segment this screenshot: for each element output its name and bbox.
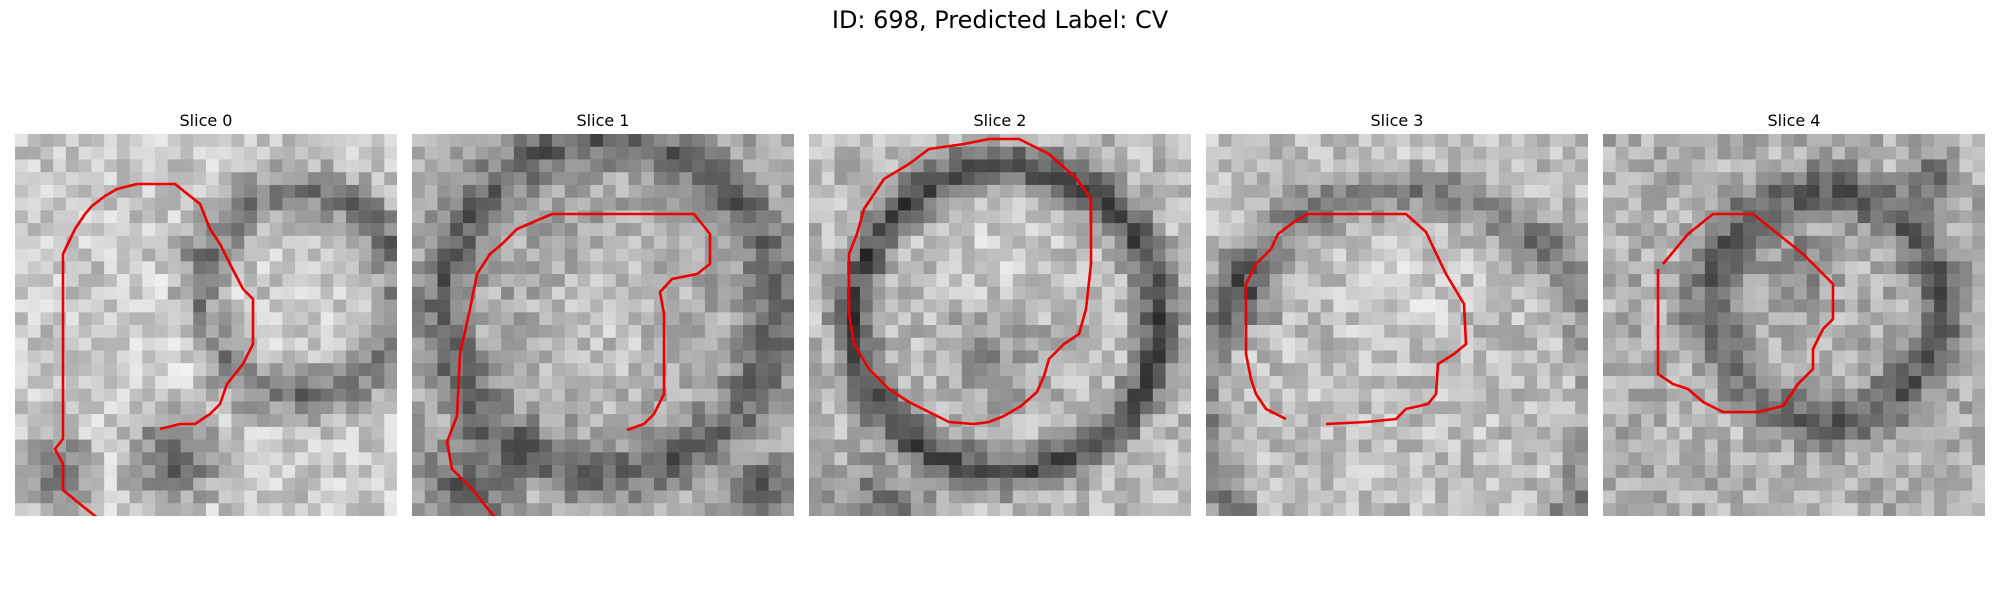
slice-title-3: Slice 3 <box>1370 111 1424 130</box>
segmentation-contour <box>445 212 712 516</box>
slice-title-2: Slice 2 <box>973 111 1027 130</box>
figure-title: ID: 698, Predicted Label: CV <box>831 6 1169 34</box>
slice-panel-3: Slice 3 <box>1206 108 1588 516</box>
slice-panel-2: Slice 2 <box>809 108 1191 516</box>
slice-panel-0: Slice 0 <box>15 108 397 516</box>
slice-image-3 <box>1206 134 1588 516</box>
slice-image-1 <box>412 134 794 516</box>
segmentation-contour <box>847 137 1093 426</box>
segmentation-contour <box>1244 212 1468 426</box>
slice-image-0 <box>15 134 397 516</box>
slice-image-2 <box>809 134 1191 516</box>
segmentation-contour <box>1656 212 1835 414</box>
slice-title-1: Slice 1 <box>576 111 630 130</box>
segmentation-contour <box>53 182 255 516</box>
slice-title-0: Slice 0 <box>179 111 233 130</box>
slice-image-4 <box>1603 134 1985 516</box>
slice-panel-1: Slice 1 <box>412 108 794 516</box>
slice-title-4: Slice 4 <box>1767 111 1821 130</box>
slice-panel-4: Slice 4 <box>1603 108 1985 516</box>
